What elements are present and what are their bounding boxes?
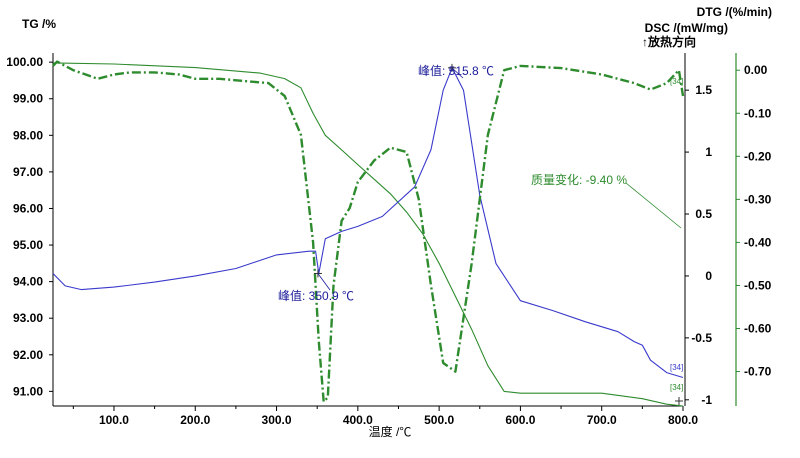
dtg-tick-label: -0.20 — [744, 149, 772, 163]
end-marker-label: [34] — [670, 77, 683, 86]
tg-tick-label: 92.00 — [13, 348, 43, 362]
mass-change-leader — [625, 182, 682, 229]
tg-tick-label: 95.00 — [13, 238, 43, 252]
tg-axis-label: TG /% — [22, 17, 56, 31]
x-tick-label: 400.0 — [343, 413, 373, 427]
x-tick-label: 700.0 — [587, 413, 617, 427]
dtg-tick-label: -0.60 — [744, 322, 772, 336]
tg-tick-label: 100.00 — [6, 55, 43, 69]
dtg-axis-label: DTG /(%/min) — [697, 5, 772, 19]
peak-label-350: 峰值: 350.9 ℃ — [278, 288, 354, 303]
peak-label-515: 峰值: 515.8 ℃ — [418, 63, 494, 78]
x-tick-label: 200.0 — [180, 413, 210, 427]
peak-leader — [317, 273, 331, 291]
mass-change-label: 质量变化: -9.40 % — [531, 172, 627, 187]
tg-tick-label: 98.00 — [13, 128, 43, 142]
exotherm-direction-label: ↑放热方向 — [642, 34, 696, 49]
dtg-curve — [52, 60, 685, 403]
dsc-tick-label: 0.5 — [695, 207, 712, 221]
dtg-tick-label: -0.10 — [744, 106, 772, 120]
dsc-tick-label: -0.5 — [691, 331, 712, 345]
dsc-axis-label: DSC /(mW/mg) — [645, 21, 728, 35]
series-group — [52, 60, 685, 407]
peak-leader — [451, 67, 464, 79]
dsc-tick-label: 0 — [705, 269, 712, 283]
tg-tick-label: 91.00 — [13, 384, 43, 398]
dtg-tick-label: -0.70 — [744, 365, 772, 379]
tg-tick-label: 99.00 — [13, 92, 43, 106]
x-tick-label: 800.0 — [668, 413, 698, 427]
tg-tick-label: 93.00 — [13, 311, 43, 325]
axes-group: 100.0 200.0 300.0 400.0 500.0 600.0 700.0 800.0… — [6, 53, 772, 427]
dsc-tick-label: 1 — [705, 145, 712, 159]
tg-tick-label: 96.00 — [13, 201, 43, 215]
dtg-tick-label: 0.00 — [744, 63, 768, 77]
tg-tick-label: 94.00 — [13, 275, 43, 289]
dsc-tick-label: -1 — [701, 393, 712, 407]
x-axis-label: 温度 /℃ — [369, 424, 412, 439]
dtg-tick-label: -0.40 — [744, 235, 772, 249]
x-tick-label: 300.0 — [262, 413, 292, 427]
dsc-curve — [52, 67, 684, 379]
end-marker-label: [34] — [670, 383, 683, 392]
end-marker-label: [34] — [670, 363, 683, 372]
x-tick-label: 100.0 — [99, 413, 129, 427]
annotations-group: 峰值: 515.8 ℃ 峰值: 350.9 ℃ 质量变化: -9.40 % [34] [… — [278, 63, 683, 405]
dtg-tick-label: -0.30 — [744, 192, 772, 206]
tg-curve — [52, 62, 684, 407]
x-tick-label: 500.0 — [424, 413, 454, 427]
dtg-tick-label: -0.50 — [744, 278, 772, 292]
dsc-tick-label: 1.5 — [695, 83, 712, 97]
tg-tick-label: 97.00 — [13, 165, 43, 179]
x-tick-label: 600.0 — [505, 413, 535, 427]
